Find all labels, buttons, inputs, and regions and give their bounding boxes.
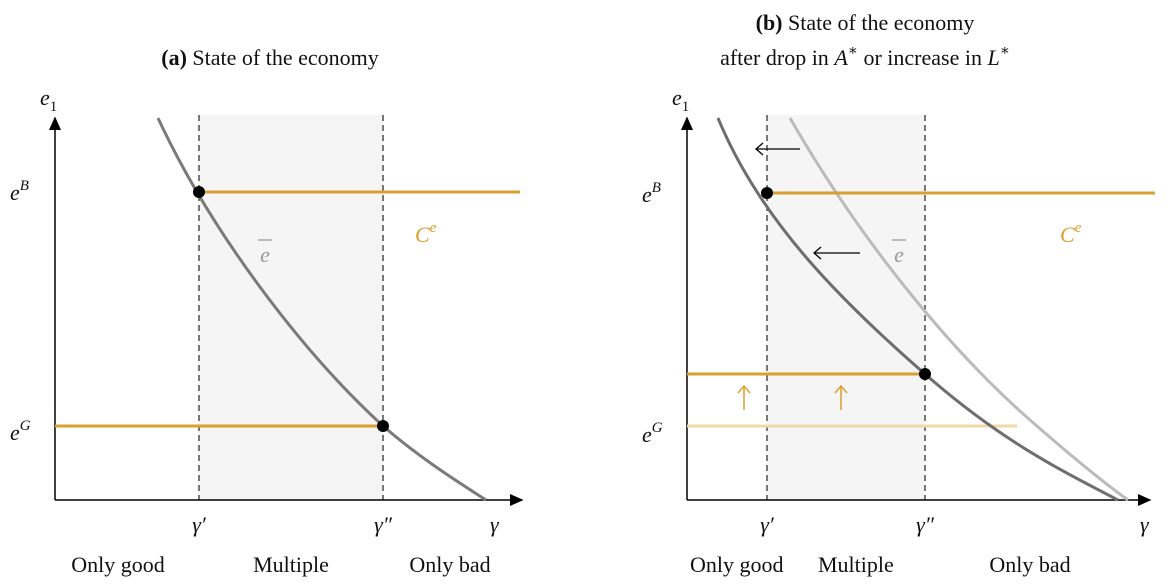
panel-a: (a) State of the economy e1 eB eG γ′ γ″ … xyxy=(10,45,524,577)
panel-title: (a) State of the economy xyxy=(161,45,379,70)
old-curve xyxy=(788,117,1129,502)
equilibrium-dot xyxy=(919,368,931,380)
threshold-label: γ″ xyxy=(916,512,935,537)
equilibrium-dot xyxy=(761,187,773,199)
y-axis-label: e1 xyxy=(40,85,57,115)
x-axis-label: γ xyxy=(1140,512,1150,537)
panel-title: (b) State of the economy xyxy=(756,10,975,35)
constraint-label: Ce xyxy=(1060,220,1082,247)
panel-subtitle: after drop in A∗ or increase in L∗ xyxy=(720,43,1010,70)
shaded-region xyxy=(199,115,383,500)
region-label: Only bad xyxy=(409,552,490,577)
rise-arrows xyxy=(737,384,848,410)
level-label: eG xyxy=(10,418,31,445)
region-label: Only good xyxy=(71,552,165,577)
equilibrium-dot xyxy=(377,420,389,432)
threshold-label: γ″ xyxy=(374,512,393,537)
level-label: eB xyxy=(10,178,29,205)
shaded-region xyxy=(767,115,925,500)
level-label: eG xyxy=(642,420,663,447)
y-axis-label: e1 xyxy=(672,85,689,115)
region-label: Multiple xyxy=(818,552,894,577)
curve-label: e xyxy=(260,242,270,267)
constraint-label: Ce xyxy=(415,220,437,247)
shift-arrows xyxy=(755,142,860,260)
panel-b: (b) State of the economy after drop in A… xyxy=(642,10,1155,577)
threshold-label: γ′ xyxy=(760,512,775,537)
level-label: eB xyxy=(642,180,661,207)
region-label: Only bad xyxy=(989,552,1070,577)
region-label: Multiple xyxy=(253,552,329,577)
curve xyxy=(156,117,487,502)
curve-label: e xyxy=(894,242,904,267)
equilibrium-dot xyxy=(193,186,205,198)
x-axis-label: γ xyxy=(490,512,500,537)
threshold-label: γ′ xyxy=(192,512,207,537)
region-label: Only good xyxy=(690,552,784,577)
curve xyxy=(716,117,1119,502)
